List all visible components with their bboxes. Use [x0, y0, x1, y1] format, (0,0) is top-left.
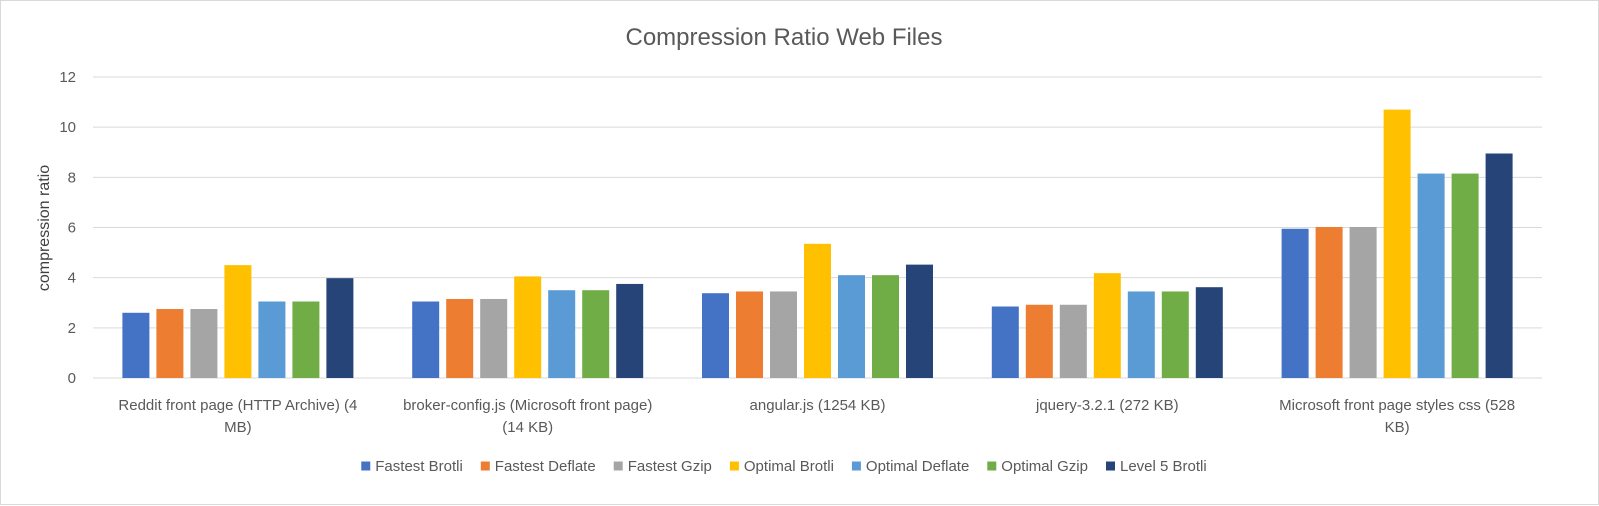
bar [872, 275, 899, 378]
bar [770, 291, 797, 378]
bar [1417, 173, 1445, 378]
bar [1059, 304, 1087, 378]
bar [1161, 291, 1189, 378]
legend-item: Fastest Gzip [613, 458, 712, 475]
y-tick-label: 12 [59, 69, 76, 86]
legend-label: Fastest Deflate [495, 458, 596, 475]
bar [514, 276, 542, 378]
bar [326, 278, 354, 378]
bar [1315, 226, 1343, 378]
legend-item: Optimal Brotli [729, 458, 834, 475]
y-tick-label: 4 [68, 270, 76, 287]
y-tick-label: 10 [59, 119, 76, 136]
legend-swatch [987, 461, 997, 471]
bar [736, 291, 763, 378]
bar [1281, 228, 1309, 378]
bar [906, 264, 933, 378]
bar [804, 243, 831, 378]
bar [702, 293, 729, 378]
legend-label: Fastest Gzip [628, 458, 712, 475]
bar [1093, 273, 1121, 378]
bar [991, 306, 1019, 378]
legend-item: Optimal Deflate [851, 458, 969, 475]
bar [122, 312, 150, 378]
bar [1451, 173, 1479, 378]
legend-swatch [729, 461, 739, 471]
legend-item: Fastest Brotli [361, 458, 463, 475]
legend-label: Level 5 Brotli [1120, 458, 1207, 475]
bar [1025, 304, 1053, 378]
x-category-label: Microsoft front page styles css (528 [1279, 397, 1515, 414]
bar [224, 265, 252, 378]
bar [1485, 153, 1513, 378]
bar [480, 298, 508, 378]
bar [1127, 291, 1155, 378]
x-category-label: angular.js (1254 KB) [750, 397, 886, 414]
x-category-label: jquery-3.2.1 (272 KB) [1035, 397, 1179, 414]
x-category-label: (14 KB) [502, 419, 553, 436]
legend-swatch [361, 461, 371, 471]
legend-swatch [613, 461, 623, 471]
legend-item: Optimal Gzip [987, 458, 1088, 475]
legend-item: Fastest Deflate [480, 458, 596, 475]
legend-swatch [1106, 461, 1116, 471]
bar [446, 298, 474, 378]
bar [548, 290, 576, 378]
x-axis-categories: Reddit front page (HTTP Archive) (4 MB) br… [118, 397, 1515, 436]
legend-swatch [851, 461, 861, 471]
bar [616, 283, 644, 378]
y-tick-label: 8 [68, 169, 76, 186]
legend-swatch [480, 461, 490, 471]
y-tick-label: 2 [68, 320, 76, 337]
bar [838, 275, 865, 378]
bar [412, 301, 440, 378]
legend-label: Optimal Brotli [744, 458, 834, 475]
x-category-label: KB) [1385, 419, 1410, 436]
bar [190, 309, 218, 378]
bars [122, 109, 1513, 378]
x-category-label: broker-config.js (Microsoft front page) [403, 397, 652, 414]
legend-label: Optimal Gzip [1001, 458, 1088, 475]
x-category-label: MB) [224, 419, 252, 436]
bar [1349, 226, 1377, 378]
bar [156, 309, 184, 378]
y-axis-ticks: 0 2 4 6 8 10 12 [59, 69, 76, 387]
y-tick-label: 0 [68, 370, 76, 387]
bar [582, 290, 610, 378]
legend-item: Level 5 Brotli [1106, 458, 1207, 475]
x-category-label: Reddit front page (HTTP Archive) (4 [118, 397, 357, 414]
legend: Fastest Brotli Fastest Deflate Fastest Gzi… [361, 458, 1207, 475]
y-axis-label: compression ratio [36, 165, 53, 291]
legend-label: Optimal Deflate [866, 458, 969, 475]
bar [1383, 109, 1411, 378]
bar [1195, 287, 1223, 378]
bar [258, 301, 286, 378]
chart-title: Compression Ratio Web Files [625, 24, 942, 51]
legend-label: Fastest Brotli [375, 458, 463, 475]
y-tick-label: 6 [68, 220, 76, 237]
bar [292, 301, 320, 378]
